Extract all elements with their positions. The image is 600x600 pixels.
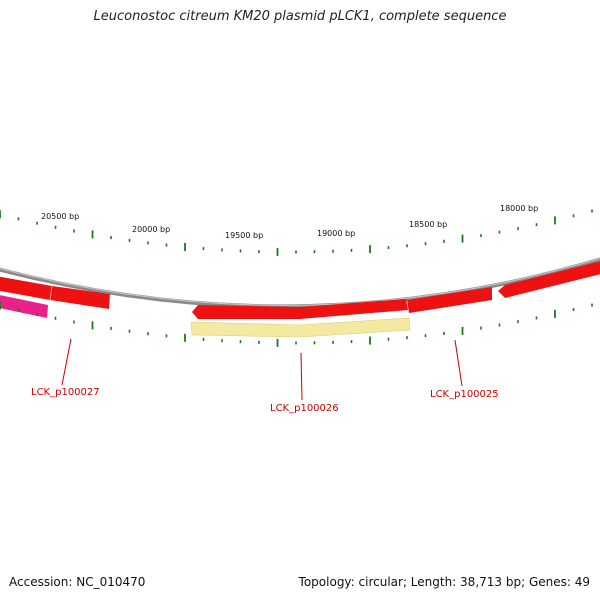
tick-marks [0, 209, 593, 347]
summary-label: Topology: circular; Length: 38,713 bp; G… [298, 575, 590, 589]
gene-label[interactable]: LCK_p100026 [270, 403, 339, 414]
gene-arrow[interactable] [407, 287, 492, 313]
plasmid-backbone-highlight [0, 257, 600, 306]
gene-arrow-divider [49, 285, 53, 301]
bp-scale-label: 20500 bp [41, 212, 79, 221]
plasmid-title: Leuconostoc citreum KM20 plasmid pLCK1, … [93, 9, 507, 24]
gene-arrow[interactable] [192, 299, 408, 319]
accession-label: Accession: NC_010470 [9, 575, 146, 589]
bp-scale-label: 18500 bp [409, 220, 447, 229]
feature-magenta[interactable] [0, 293, 48, 318]
gene-label[interactable]: LCK_p100027 [31, 387, 100, 398]
bp-scale-label: 19000 bp [317, 229, 355, 238]
bp-scale-label: 20000 bp [132, 225, 170, 234]
gene-leader-line [61, 338, 72, 386]
gene-leader-line [454, 339, 463, 387]
gene-leader-line [300, 352, 303, 401]
bp-scale-label: 19500 bp [225, 231, 263, 240]
feature-yellow[interactable] [190, 317, 411, 338]
gene-label[interactable]: LCK_p100025 [430, 389, 499, 400]
gene-arrow[interactable] [498, 260, 600, 298]
plasmid-backbone [0, 257, 600, 309]
bp-scale-label: 18000 bp [500, 204, 538, 213]
gene-arrow[interactable] [0, 275, 110, 309]
